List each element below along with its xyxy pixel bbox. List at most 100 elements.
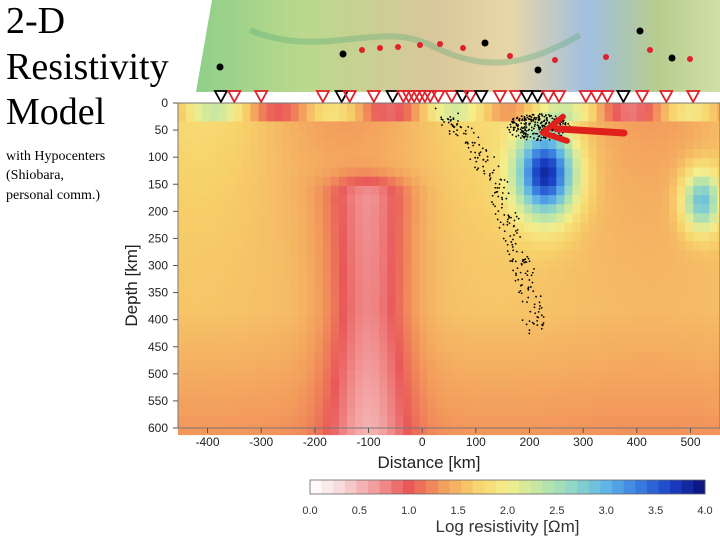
heatmap-cell <box>290 360 300 371</box>
heatmap-cell <box>266 305 276 316</box>
heatmap-cell <box>363 195 372 205</box>
heatmap-cell <box>186 176 195 187</box>
heatmap-cell <box>516 195 525 205</box>
heatmap-cell <box>661 379 670 390</box>
heatmap-cell <box>717 287 720 297</box>
heatmap-cell <box>186 130 195 141</box>
heatmap-cell <box>314 259 324 270</box>
heatmap-cell <box>395 149 404 159</box>
heatmap-cell <box>580 112 590 122</box>
heatmap-cell <box>322 185 332 196</box>
heatmap-cell <box>661 370 670 380</box>
heatmap-cell <box>459 324 469 334</box>
heatmap-cell <box>701 342 710 353</box>
heatmap-cell <box>677 425 686 436</box>
heatmap-cell <box>298 416 308 426</box>
heatmap-cell <box>717 379 720 390</box>
heatmap-cell <box>194 425 203 436</box>
heatmap-cell <box>588 158 598 169</box>
heatmap-cell <box>339 139 348 150</box>
heatmap-cell <box>443 259 453 270</box>
heatmap-cell <box>322 397 332 408</box>
heatmap-cell <box>620 176 630 187</box>
station-marker <box>226 90 242 104</box>
heatmap-cell <box>202 213 211 224</box>
heatmap-cell <box>218 195 227 205</box>
heatmap-cell <box>540 167 549 178</box>
heatmap-cell <box>443 342 453 353</box>
heatmap-cell <box>604 139 614 150</box>
heatmap-cell <box>306 296 316 307</box>
heatmap-cell <box>371 278 380 288</box>
hypocenter-point <box>498 226 501 229</box>
heatmap-cell <box>685 351 694 362</box>
heatmap-cell <box>403 351 412 362</box>
heatmap-cell <box>652 130 662 141</box>
heatmap-cell <box>250 241 259 251</box>
heatmap-cell <box>443 360 453 371</box>
heatmap-cell <box>435 241 445 251</box>
hypocenter-point <box>525 138 528 141</box>
heatmap-cell <box>250 397 259 408</box>
heatmap-cell <box>693 333 702 343</box>
heatmap-cell <box>508 370 517 380</box>
heatmap-cell <box>435 406 445 417</box>
heatmap-cell <box>628 158 638 169</box>
heatmap-cell <box>419 370 429 380</box>
heatmap-cell <box>467 379 477 390</box>
heatmap-cell <box>548 314 557 325</box>
map-station-dot-3 <box>534 66 542 74</box>
heatmap-cell <box>467 296 477 307</box>
heatmap-cell <box>516 379 525 390</box>
hypocenter-point <box>544 114 547 117</box>
heatmap-cell <box>669 222 678 233</box>
station-marker <box>634 90 650 104</box>
heatmap-cell <box>596 370 606 380</box>
heatmap-cell <box>419 185 429 196</box>
heatmap-cell <box>636 130 646 141</box>
y-tick-label: 150 <box>148 177 168 191</box>
heatmap-cell <box>612 176 622 187</box>
hypocenter-point <box>505 197 508 200</box>
heatmap-cell <box>419 379 429 390</box>
heatmap-cell <box>661 324 670 334</box>
heatmap-cell <box>395 324 404 334</box>
heatmap-cell <box>693 185 702 196</box>
heatmap-cell <box>290 241 300 251</box>
heatmap-cell <box>524 139 533 150</box>
heatmap-cell <box>620 204 630 215</box>
heatmap-cell <box>266 241 276 251</box>
heatmap-cell <box>669 158 678 169</box>
heatmap-cell <box>226 268 235 279</box>
heatmap-cell <box>282 250 292 261</box>
colorbar-swatch <box>670 480 683 494</box>
heatmap-cell <box>218 305 227 316</box>
heatmap-cell <box>491 185 501 196</box>
heatmap-cell <box>483 250 493 261</box>
heatmap-cell <box>661 139 670 150</box>
hypocenter-point <box>450 123 453 126</box>
heatmap-cell <box>677 370 686 380</box>
heatmap-cell <box>685 231 694 242</box>
heatmap-cell <box>580 296 590 307</box>
heatmap-cell <box>290 121 300 132</box>
heatmap-cell <box>379 351 388 362</box>
heatmap-cell <box>644 222 654 233</box>
heatmap-cell <box>290 103 300 113</box>
heatmap-cell <box>652 296 662 307</box>
heatmap-cell <box>580 103 590 113</box>
heatmap-cell <box>685 287 694 297</box>
heatmap-cell <box>580 139 590 150</box>
heatmap-cell <box>250 231 259 242</box>
heatmap-cell <box>532 121 541 132</box>
hypocenter-point <box>537 311 540 313</box>
station-marker <box>422 90 438 104</box>
heatmap-cell <box>532 167 541 178</box>
heatmap-cell <box>508 139 517 150</box>
heatmap-cell <box>661 185 670 196</box>
heatmap-cell <box>403 342 412 353</box>
heatmap-cell <box>451 388 461 399</box>
heatmap-cell <box>194 167 203 178</box>
heatmap-cell <box>540 314 549 325</box>
heatmap-cell <box>419 130 429 141</box>
